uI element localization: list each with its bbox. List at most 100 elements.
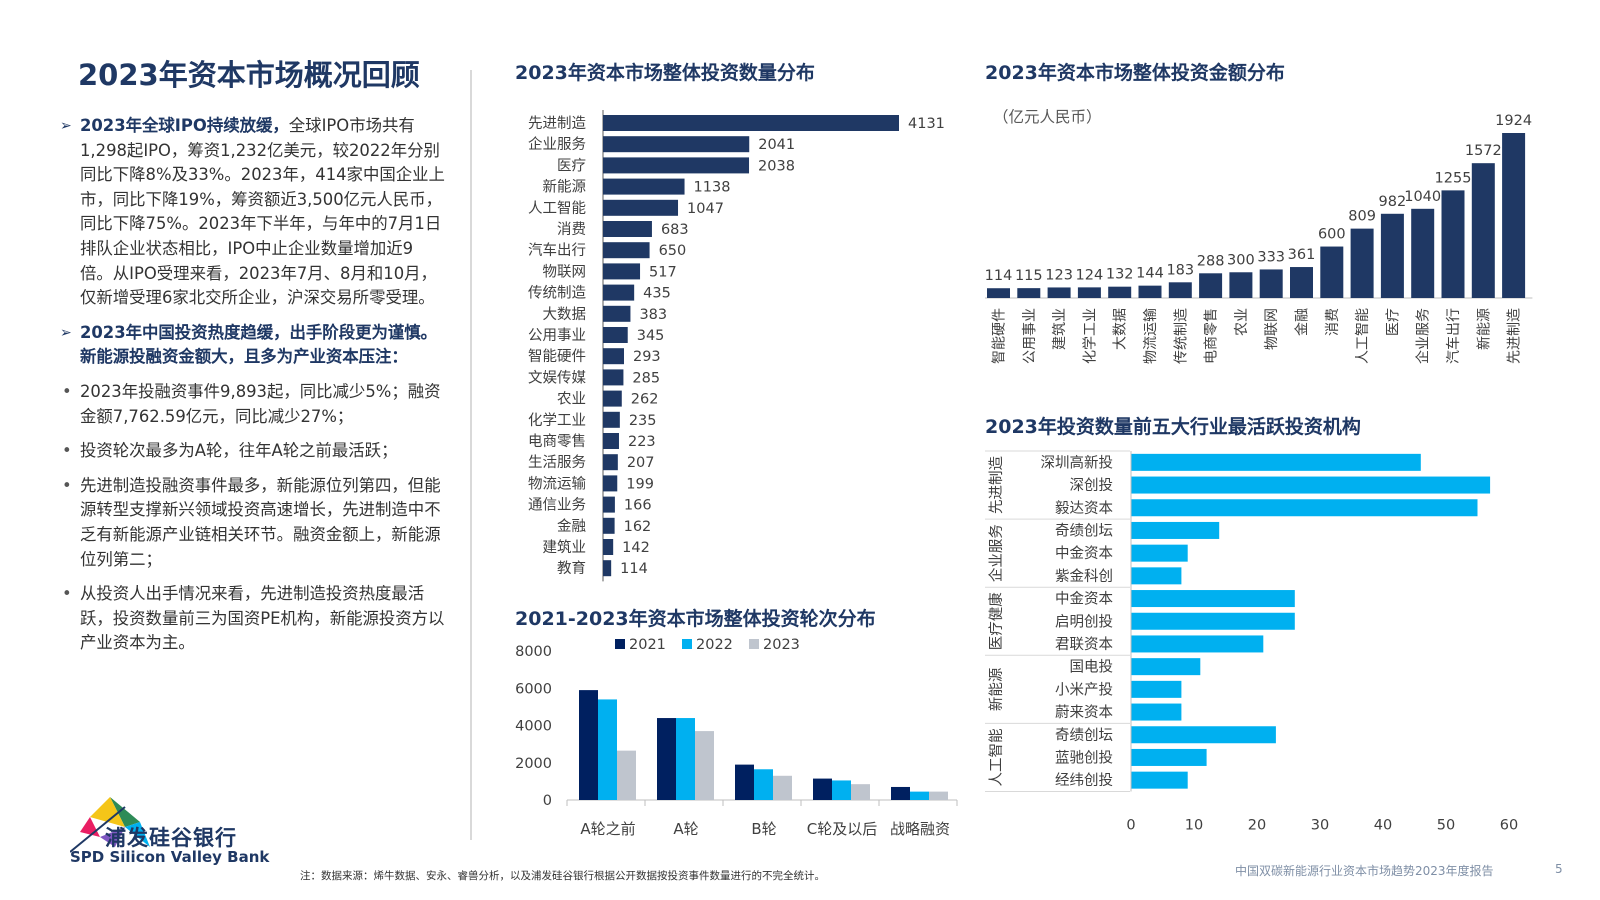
investors-institution-label: 奇绩创坛	[1055, 522, 1113, 539]
rounds-bar-2022	[598, 699, 617, 800]
amount-value-label: 300	[1227, 252, 1255, 268]
source-note: 注：数据来源：烯牛数据、安永、睿兽分析，以及浦发硅谷银行根据公开数据按投资事件数…	[300, 870, 825, 882]
amount-category-label: 消费	[1325, 308, 1341, 336]
amount-bar	[1259, 269, 1283, 298]
amount-chart: （亿元人民币） 114 智能硬件 115 公用事业 123 建筑业 124 化学工业 132 大数据…	[985, 108, 1533, 364]
amount-bar	[1471, 163, 1495, 298]
amount-bar	[1077, 287, 1101, 298]
count-category-label: 大数据	[543, 306, 587, 323]
amount-bar	[1290, 267, 1313, 298]
count-bar	[603, 305, 631, 322]
rounds-ytick-label: 2000	[515, 756, 552, 772]
count-bar	[603, 454, 618, 471]
rounds-legend-swatch	[615, 639, 625, 649]
investors-institution-label: 深圳高新投	[1041, 454, 1114, 471]
amount-category-label: 物流运输	[1143, 308, 1159, 364]
count-value-label: 142	[622, 540, 650, 556]
count-chart: 先进制造 4131 企业服务 2041 医疗 2038 新能源 1138 人工智能 1047 消费 6…	[528, 110, 945, 582]
investors-institution-label: 蓝驰创投	[1055, 749, 1113, 766]
count-category-label: 传统制造	[528, 285, 586, 302]
count-bar	[603, 369, 624, 386]
count-value-label: 285	[632, 370, 660, 386]
investors-group-label: 医疗健康	[988, 592, 1005, 650]
amount-category-label: 企业服务	[1415, 308, 1432, 364]
investors-institution-label: 蔚来资本	[1055, 704, 1113, 721]
bullet-rounds: 投资轮次最多为A轮，往年A轮之前最活跃；	[60, 439, 445, 464]
rounds-bar-2022	[676, 718, 695, 800]
rounds-bar-2023	[617, 750, 636, 800]
rounds-bar-2022	[754, 769, 773, 800]
amount-bar	[1199, 273, 1223, 298]
count-value-label: 1138	[694, 180, 731, 196]
amount-value-label: 982	[1379, 194, 1407, 210]
page-title: 2023年资本市场概况回顾	[78, 58, 420, 92]
rounds-legend-label: 2022	[696, 637, 733, 653]
amount-category-label: 大数据	[1113, 308, 1129, 350]
count-value-label: 262	[631, 392, 659, 408]
investors-institution-label: 君联资本	[1055, 636, 1113, 653]
amount-category-label: 医疗	[1385, 308, 1401, 336]
amount-value-label: 600	[1318, 227, 1346, 243]
count-category-label: 公用事业	[528, 327, 586, 344]
rounds-bar-2021	[579, 690, 598, 800]
count-category-label: 化学工业	[528, 412, 586, 429]
amount-category-label: 建筑业	[1052, 308, 1068, 350]
amount-category-label: 智能硬件	[992, 308, 1008, 364]
amount-category-label: 新能源	[1476, 308, 1492, 350]
count-bar	[603, 178, 685, 195]
rounds-legend-swatch	[682, 639, 692, 649]
spd-svb-logo	[70, 797, 150, 853]
count-category-label: 建筑业	[543, 539, 587, 556]
amount-bar	[1138, 285, 1162, 298]
rounds-bar-2021	[735, 764, 754, 800]
investors-xtick-label: 0	[1126, 818, 1135, 831]
count-category-label: 医疗	[557, 157, 586, 174]
investors-bar	[1131, 680, 1182, 698]
count-category-label: 农业	[557, 391, 586, 408]
amount-category-label: 化学工业	[1082, 308, 1098, 364]
investors-bar	[1131, 612, 1295, 630]
amount-category-label: 传统制造	[1173, 308, 1189, 364]
count-value-label: 199	[626, 476, 654, 492]
count-value-label: 223	[628, 434, 656, 450]
count-bar	[603, 517, 615, 534]
count-value-label: 235	[629, 413, 657, 429]
rounds-category-label: A轮之前	[580, 820, 635, 838]
amount-category-label: 人工智能	[1355, 308, 1371, 364]
investors-institution-label: 启明创投	[1055, 613, 1113, 630]
count-category-label: 物流运输	[528, 475, 586, 492]
investors-bar	[1131, 476, 1491, 494]
count-bar	[603, 496, 615, 513]
count-category-label: 教育	[557, 560, 586, 577]
amount-value-label: 1924	[1495, 113, 1532, 129]
rounds-chart-title: 2021-2023年资本市场整体投资轮次分布	[515, 608, 876, 630]
investors-bar	[1131, 635, 1264, 653]
count-category-label: 新能源	[543, 179, 587, 196]
count-bar	[603, 115, 899, 131]
investors-group-label: 先进制造	[988, 456, 1005, 514]
rounds-ytick-label: 8000	[515, 644, 552, 660]
count-chart-title: 2023年资本市场整体投资数量分布	[515, 62, 815, 84]
investors-bar	[1131, 567, 1182, 585]
amount-value-label: 123	[1045, 267, 1073, 283]
rounds-ytick-label: 0	[543, 793, 552, 809]
rounds-bar-2023	[773, 775, 792, 800]
investors-bar	[1131, 590, 1295, 608]
investors-xtick-label: 60	[1500, 818, 1518, 831]
investors-bar	[1131, 544, 1188, 562]
count-category-label: 消费	[557, 221, 586, 238]
investors-group-label: 人工智能	[988, 728, 1005, 786]
investors-bar	[1131, 453, 1421, 471]
count-bar	[603, 475, 618, 492]
rounds-bar-2022	[910, 791, 929, 800]
count-category-label: 金融	[557, 518, 586, 535]
amount-value-label: 183	[1166, 262, 1194, 278]
amount-value-label: 115	[1015, 268, 1043, 284]
count-bar	[603, 199, 679, 216]
investors-xtick-label: 30	[1311, 818, 1329, 831]
investors-bar	[1131, 521, 1220, 539]
count-bar	[603, 411, 620, 428]
bullet-investors: 从投资人出手情况来看，先进制造投资热度最活跃，投资数量前三为国资PE机构，新能源…	[60, 582, 445, 656]
footer-report-title: 中国双碳新能源行业资本市场趋势2023年度报告	[1235, 864, 1494, 878]
investors-bar	[1131, 499, 1478, 517]
